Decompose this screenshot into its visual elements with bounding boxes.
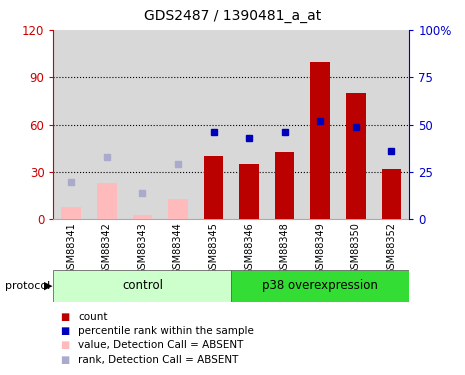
Text: ■: ■ [60, 312, 70, 322]
Bar [53, 30, 89, 219]
Bar [382, 169, 401, 219]
Bar [97, 183, 117, 219]
Text: p38 overexpression: p38 overexpression [262, 279, 378, 292]
Bar [232, 270, 409, 302]
Text: ■: ■ [60, 355, 70, 364]
Bar [133, 214, 152, 219]
Text: protocol: protocol [5, 281, 50, 291]
Bar [168, 199, 188, 219]
Bar [373, 30, 409, 219]
Bar [346, 93, 365, 219]
Bar [338, 30, 373, 219]
Bar [302, 30, 338, 219]
Text: ■: ■ [60, 340, 70, 350]
Bar [89, 30, 125, 219]
Text: ■: ■ [60, 326, 70, 336]
Text: percentile rank within the sample: percentile rank within the sample [78, 326, 254, 336]
Text: count: count [78, 312, 107, 322]
Text: control: control [122, 279, 163, 292]
Bar [311, 62, 330, 219]
Bar [160, 30, 196, 219]
Text: ▶: ▶ [44, 281, 53, 291]
Text: rank, Detection Call = ABSENT: rank, Detection Call = ABSENT [78, 355, 239, 364]
Bar [267, 30, 302, 219]
Bar [239, 164, 259, 219]
Bar [231, 30, 267, 219]
Bar [61, 207, 81, 219]
Bar [53, 270, 232, 302]
Text: GDS2487 / 1390481_a_at: GDS2487 / 1390481_a_at [144, 9, 321, 23]
Bar [204, 156, 223, 219]
Bar [125, 30, 160, 219]
Bar [275, 152, 294, 219]
Text: value, Detection Call = ABSENT: value, Detection Call = ABSENT [78, 340, 244, 350]
Bar [196, 30, 231, 219]
